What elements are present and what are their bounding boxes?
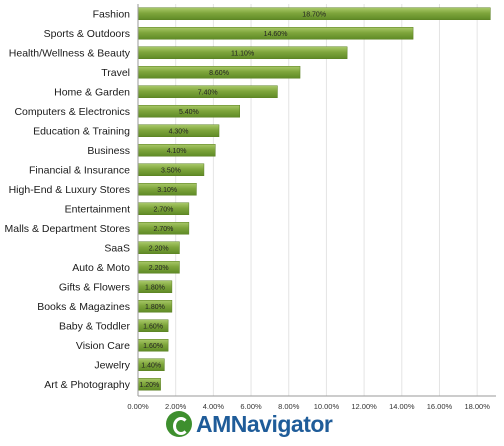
data-label: 4.10% (167, 148, 187, 155)
brand-logo: AMNavigator (166, 409, 366, 439)
category-label: Travel (101, 67, 130, 79)
x-tick-label: 18.00% (464, 402, 490, 410)
category-label: Vision Care (76, 340, 130, 352)
navigator-logo-icon (166, 411, 192, 437)
category-label: Financial & Insurance (29, 165, 130, 177)
category-label: Business (87, 145, 130, 157)
x-tick-label: 14.00% (389, 402, 415, 410)
x-tick-label: 16.00% (427, 402, 453, 410)
category-label: Books & Magazines (37, 301, 130, 313)
category-label: Gifts & Flowers (59, 282, 130, 294)
data-label: 3.10% (157, 187, 177, 194)
data-label: 11.10% (231, 50, 254, 57)
category-label: Entertainment (65, 204, 130, 216)
category-label: Sports & Outdoors (44, 28, 130, 40)
x-tick-label: 8.00% (278, 402, 300, 410)
data-label: 8.60% (209, 70, 229, 77)
category-label: Education & Training (33, 126, 130, 138)
data-label: 4.30% (169, 128, 189, 135)
category-label: Fashion (93, 9, 131, 21)
x-tick-label: 0.00% (127, 402, 149, 410)
data-label: 1.80% (145, 284, 165, 291)
data-label: 1.60% (143, 343, 163, 350)
category-label: Malls & Department Stores (5, 223, 130, 235)
x-tick-label: 4.00% (203, 402, 225, 410)
data-label: 2.20% (149, 265, 169, 272)
x-tick-label: 2.00% (165, 402, 187, 410)
category-label: Art & Photography (44, 379, 131, 391)
bars: Fashion 18.70% Sports & Outdoors 14.60% Heal… (5, 7, 491, 391)
data-label: 3.50% (161, 167, 181, 174)
category-label: Jewelry (94, 360, 130, 372)
category-label: Health/Wellness & Beauty (9, 48, 131, 60)
category-label: Baby & Toddler (59, 321, 131, 333)
category-label: Home & Garden (54, 87, 130, 99)
category-label: SaaS (104, 243, 130, 255)
data-label: 2.70% (154, 206, 174, 213)
data-label: 2.20% (149, 245, 169, 252)
bar-chart: Fashion 18.70% Sports & Outdoors 14.60% Heal… (5, 4, 496, 410)
data-label: 1.80% (145, 304, 165, 311)
gridlines (137, 4, 478, 396)
category-label: High-End & Luxury Stores (9, 184, 130, 196)
category-label: Computers & Electronics (14, 106, 130, 118)
data-label: 1.60% (143, 323, 163, 330)
category-label: Auto & Moto (72, 262, 130, 274)
data-label: 14.60% (264, 31, 288, 38)
data-label: 1.40% (141, 362, 161, 369)
x-axis: 0.00% 2.00% 4.00% 6.00% 8.00% 10.00% 12.00% 14.… (127, 4, 496, 410)
data-label: 5.40% (179, 109, 199, 116)
x-tick-label: 6.00% (240, 402, 262, 410)
brand-name: AMNavigator (196, 410, 333, 437)
data-label: 7.40% (198, 89, 218, 96)
x-tick-label: 12.00% (351, 402, 377, 410)
data-label: 18.70% (302, 11, 326, 18)
data-label: 2.70% (154, 226, 174, 233)
x-tick-label: 10.00% (314, 402, 340, 410)
data-label: 1.20% (139, 382, 159, 389)
